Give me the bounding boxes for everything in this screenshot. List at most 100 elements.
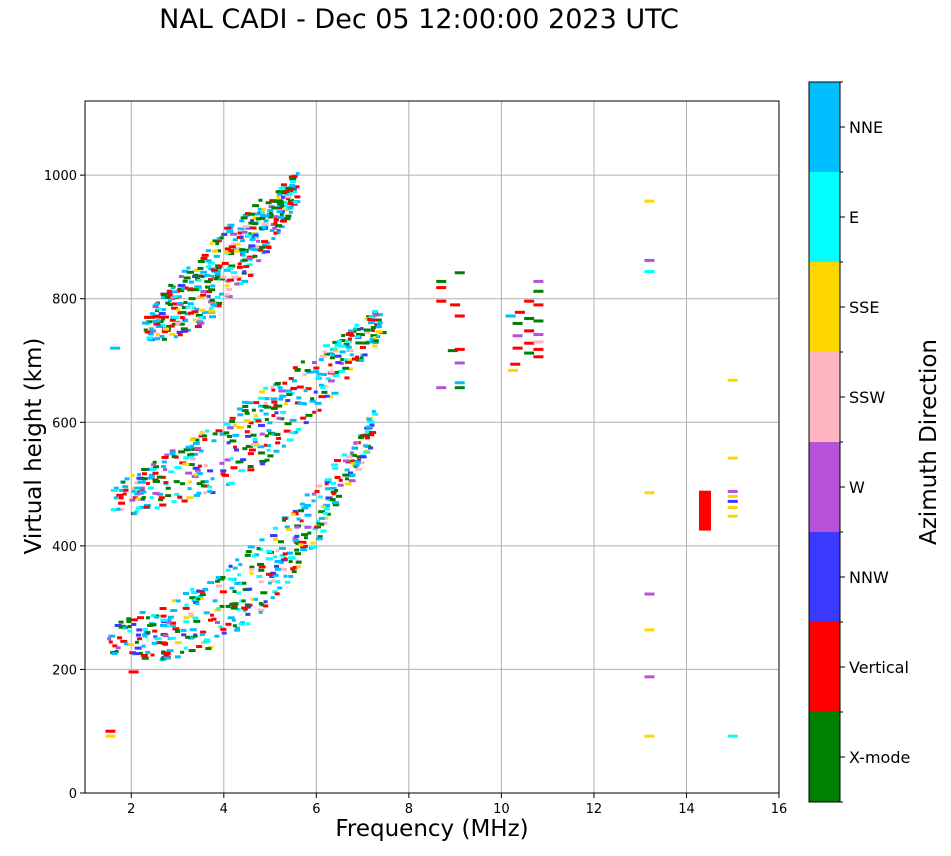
echo-point bbox=[533, 355, 544, 359]
echo-point bbox=[134, 509, 139, 513]
echo-point bbox=[228, 252, 234, 256]
echo-point bbox=[253, 414, 258, 418]
echo-point bbox=[338, 369, 346, 373]
echo-point bbox=[252, 437, 258, 441]
echo-point bbox=[229, 439, 237, 443]
echo-point bbox=[254, 212, 260, 216]
echo-point bbox=[171, 599, 176, 603]
echo-point bbox=[282, 381, 288, 385]
echo-point bbox=[108, 640, 113, 644]
echo-point bbox=[122, 492, 127, 496]
echo-point bbox=[345, 455, 353, 459]
echo-point bbox=[234, 448, 240, 452]
echo-point bbox=[301, 533, 309, 537]
echo-point bbox=[244, 430, 250, 434]
echo-point bbox=[209, 241, 214, 245]
echo-point bbox=[229, 457, 234, 461]
echo-point bbox=[259, 538, 265, 542]
echo-point bbox=[159, 335, 165, 339]
echo-point bbox=[292, 366, 298, 370]
echo-point bbox=[141, 467, 149, 471]
echo-point bbox=[184, 319, 189, 323]
echo-point bbox=[187, 453, 195, 457]
echo-point bbox=[230, 466, 238, 470]
echo-point bbox=[152, 465, 159, 469]
echo-point bbox=[245, 612, 251, 616]
echo-point bbox=[161, 650, 166, 654]
echo-point bbox=[245, 550, 252, 554]
echo-point bbox=[331, 492, 336, 496]
echo-point bbox=[164, 624, 172, 628]
echo-point bbox=[314, 525, 319, 529]
echo-point bbox=[273, 403, 278, 407]
echo-point bbox=[191, 306, 196, 310]
echo-point bbox=[349, 333, 355, 337]
echo-point bbox=[180, 650, 185, 654]
echo-point bbox=[524, 351, 535, 355]
echo-point bbox=[350, 453, 357, 457]
echo-point bbox=[258, 396, 266, 400]
echo-point bbox=[198, 595, 204, 599]
echo-point bbox=[242, 447, 248, 451]
echo-point bbox=[185, 445, 193, 449]
echo-point bbox=[229, 416, 236, 420]
echo-point bbox=[189, 287, 194, 291]
echo-point bbox=[285, 195, 291, 199]
echo-point bbox=[324, 352, 331, 356]
echo-point bbox=[334, 475, 341, 479]
echo-point bbox=[355, 467, 363, 471]
echo-point bbox=[334, 459, 342, 463]
echo-point bbox=[265, 245, 272, 249]
x-tick-label: 12 bbox=[586, 802, 603, 817]
echo-point bbox=[295, 185, 300, 189]
echo-point bbox=[234, 628, 241, 632]
echo-point bbox=[320, 522, 325, 526]
echo-point bbox=[324, 482, 329, 486]
echo-point bbox=[286, 551, 293, 555]
echo-point bbox=[256, 575, 263, 579]
echo-point bbox=[194, 468, 201, 472]
echo-point bbox=[354, 355, 359, 359]
echo-point bbox=[261, 222, 269, 226]
echo-point bbox=[275, 549, 280, 553]
echo-point bbox=[261, 240, 269, 244]
echo-point bbox=[171, 306, 179, 310]
echo-point bbox=[361, 333, 366, 337]
echo-point bbox=[227, 481, 235, 485]
echo-point bbox=[163, 651, 171, 655]
echo-point bbox=[454, 271, 465, 275]
echo-point bbox=[249, 237, 256, 241]
echo-point bbox=[142, 635, 148, 639]
echo-point bbox=[163, 327, 170, 331]
echo-point bbox=[318, 510, 326, 514]
echo-point bbox=[139, 488, 145, 492]
echo-point bbox=[146, 336, 153, 340]
echo-point bbox=[210, 284, 216, 288]
echo-point bbox=[372, 341, 379, 345]
echo-point bbox=[330, 481, 337, 485]
echo-point bbox=[221, 232, 228, 236]
echo-point bbox=[292, 509, 298, 513]
echo-point bbox=[269, 199, 277, 203]
echo-point bbox=[241, 606, 249, 610]
echo-point bbox=[232, 433, 240, 437]
echo-point bbox=[240, 216, 248, 220]
echo-point bbox=[286, 197, 291, 201]
echo-point bbox=[262, 250, 270, 254]
echo-point bbox=[285, 399, 291, 403]
echo-point bbox=[324, 394, 330, 398]
echo-point bbox=[334, 370, 339, 374]
echo-point bbox=[263, 412, 269, 416]
echo-point bbox=[182, 279, 188, 283]
echo-point bbox=[262, 226, 267, 230]
echo-point bbox=[332, 340, 340, 344]
echo-point bbox=[227, 278, 235, 282]
echo-point bbox=[216, 301, 223, 305]
echo-point bbox=[314, 401, 322, 405]
echo-point bbox=[324, 480, 331, 484]
echo-point bbox=[698, 503, 711, 513]
echo-point bbox=[237, 227, 245, 231]
echo-point bbox=[644, 592, 655, 596]
echo-point bbox=[335, 361, 342, 365]
echo-point bbox=[313, 366, 320, 370]
